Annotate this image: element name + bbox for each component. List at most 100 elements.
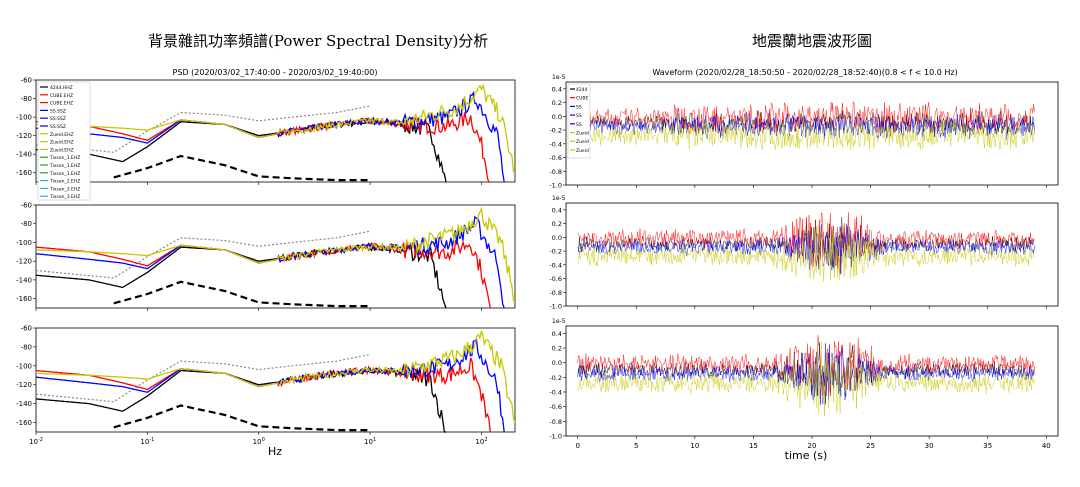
waveform-ytick-label: 0.4 <box>552 330 562 338</box>
psd-ytick-label: -100 <box>16 114 32 122</box>
waveform-legend-label: Zueid <box>576 139 589 145</box>
waveform-ytick-label: 0.4 <box>552 85 562 93</box>
waveform-ytick-label: -0.4 <box>549 140 562 148</box>
psd-xtick-label: 10-2 <box>29 437 43 446</box>
psd-legend-label: CUBE.EHZ <box>50 93 73 99</box>
waveform-ytick-label: -0.6 <box>549 275 562 283</box>
psd-ytick-label: -80 <box>21 220 32 228</box>
psd-legend-label: Zueid.EHZ <box>50 132 74 138</box>
waveform-scale-label: 1e-5 <box>552 318 566 325</box>
waveform-ytick-label: 0.0 <box>552 113 562 121</box>
psd-series-line <box>35 242 447 309</box>
psd-ytick-label: -100 <box>16 239 32 247</box>
waveform-ytick-label: -1.0 <box>549 303 562 311</box>
waveform-ytick-label: -0.8 <box>549 289 562 297</box>
waveform-series-line <box>577 224 1035 282</box>
psd-ytick-label: -160 <box>16 419 32 427</box>
psd-low-noise-model-line <box>113 154 371 182</box>
psd-high-noise-model-line <box>35 230 371 279</box>
psd-ytick-label: -120 <box>16 132 32 140</box>
waveform-ytick-label: 0.2 <box>552 345 562 353</box>
psd-ytick-label: -140 <box>16 151 32 159</box>
waveform-xtick-label: 35 <box>983 442 992 450</box>
psd-legend-label: SS.SSZ <box>50 108 66 114</box>
waveform-ytick-label: -1.0 <box>549 182 562 190</box>
waveform-legend-label: 4244 <box>576 87 588 93</box>
psd-legend-label: Tixsan_1.EHZ <box>49 171 80 177</box>
waveform-ytick-label: -0.6 <box>549 154 562 162</box>
waveform-ytick-label: -0.6 <box>549 403 562 411</box>
waveform-series-line <box>577 341 1035 417</box>
psd-legend-label: CUBE.EHZ <box>50 101 73 107</box>
waveform-panel-frame <box>565 202 1059 307</box>
psd-xtick-label: 10-1 <box>140 437 154 446</box>
waveform-ytick-label: -0.2 <box>549 127 562 135</box>
waveform-ytick-label: -0.2 <box>549 248 562 256</box>
waveform-series-line <box>577 223 1035 275</box>
waveform-legend-label: Zueid <box>576 148 589 154</box>
waveform-scale-label: 1e-5 <box>552 195 566 202</box>
waveform-legend-label: SS <box>576 122 582 128</box>
waveform-ytick-label: 0.0 <box>552 359 562 367</box>
psd-heading: 背景雜訊功率頻譜(Power Spectral Density)分析 <box>148 32 489 50</box>
waveform-legend-label: SS <box>576 113 582 119</box>
waveform-xtick-label: 40 <box>1042 442 1051 450</box>
waveform-series-line <box>577 212 1035 274</box>
waveform-heading: 地震蘭地震波形圖 <box>752 32 873 50</box>
psd-title: PSD (2020/03/02_17:40:00 - 2020/03/02_19… <box>173 68 378 77</box>
waveform-legend-label: Zueid <box>576 131 589 137</box>
waveform-ytick-label: 0.2 <box>552 99 562 107</box>
waveform-title: Waveform (2020/02/28_18:50:50 - 2020/02/… <box>652 68 957 77</box>
waveform-scale-label: 1e-5 <box>552 74 566 81</box>
psd-ytick-label: -140 <box>16 276 32 284</box>
psd-ytick-label: -60 <box>21 325 32 333</box>
psd-legend-label: Tixsan_1.EHZ <box>49 163 80 169</box>
waveform-xtick-label: 0 <box>575 442 579 450</box>
psd-legend-label: 4244.HHZ <box>50 85 73 91</box>
waveform-panel-frame <box>565 81 1059 186</box>
waveform-ytick-label: 0.2 <box>552 220 562 228</box>
psd-ytick-label: -160 <box>16 295 32 303</box>
waveform-ytick-label: 0.4 <box>552 206 562 214</box>
psd-high-noise-model-line <box>35 105 371 153</box>
psd-panel-frame <box>35 204 516 309</box>
psd-ytick-label: -60 <box>21 202 32 210</box>
waveform-series-line <box>577 343 1035 405</box>
psd-ytick-label: -120 <box>16 381 32 389</box>
psd-series-line <box>35 83 516 174</box>
psd-ytick-label: -120 <box>16 258 32 266</box>
psd-series-line <box>35 206 516 302</box>
waveform-ytick-label: -1.0 <box>549 433 562 441</box>
waveform-series-line <box>577 113 1035 140</box>
waveform-ytick-label: -0.2 <box>549 374 562 382</box>
psd-ytick-label: -80 <box>21 95 32 103</box>
psd-low-noise-model-line <box>113 280 371 308</box>
psd-legend-label: Tixsan_3.EHZ <box>49 194 80 200</box>
psd-xlabel: Hz <box>268 445 282 458</box>
waveform-xtick-label: 10 <box>690 442 699 450</box>
psd-legend-label: SS.SSZ <box>50 116 66 122</box>
psd-ytick-label: -80 <box>21 343 32 351</box>
waveform-ytick-label: -0.4 <box>549 389 562 397</box>
waveform-legend-label: SS <box>576 104 582 110</box>
psd-series-line <box>36 330 516 423</box>
waveform-xtick-label: 5 <box>634 442 638 450</box>
psd-legend-label: Zueid.EHZ <box>50 147 74 153</box>
psd-ytick-label: -60 <box>21 77 32 85</box>
waveform-xtick-label: 15 <box>749 442 758 450</box>
psd-xtick-label: 101 <box>364 437 376 446</box>
waveform-panel-frame <box>565 325 1059 437</box>
psd-legend-label: Zueid.EHZ <box>50 140 74 146</box>
waveform-xtick-label: 25 <box>866 442 875 450</box>
waveform-series-line <box>577 100 1035 135</box>
psd-high-noise-model-line <box>35 353 371 403</box>
waveform-legend-label: CUBE <box>576 96 589 102</box>
psd-ytick-label: -160 <box>16 169 32 177</box>
waveform-series-line <box>577 120 1035 151</box>
psd-legend-label: Tixsan_1.EHZ <box>49 155 80 161</box>
psd-legend-label: Tixsan_2.EHZ <box>49 179 80 185</box>
waveform-ytick-label: -0.4 <box>549 261 562 269</box>
psd-ytick-label: -140 <box>16 400 32 408</box>
psd-low-noise-model-line <box>113 404 371 432</box>
